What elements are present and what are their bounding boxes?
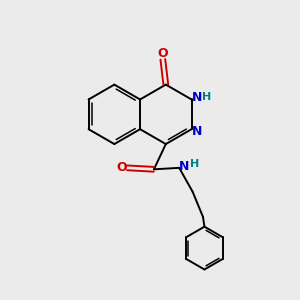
Text: N: N xyxy=(192,91,202,103)
Text: N: N xyxy=(178,160,189,172)
Text: O: O xyxy=(116,161,127,174)
Text: H: H xyxy=(202,92,211,101)
Text: H: H xyxy=(190,159,199,169)
Text: N: N xyxy=(192,125,202,138)
Text: O: O xyxy=(157,47,168,60)
